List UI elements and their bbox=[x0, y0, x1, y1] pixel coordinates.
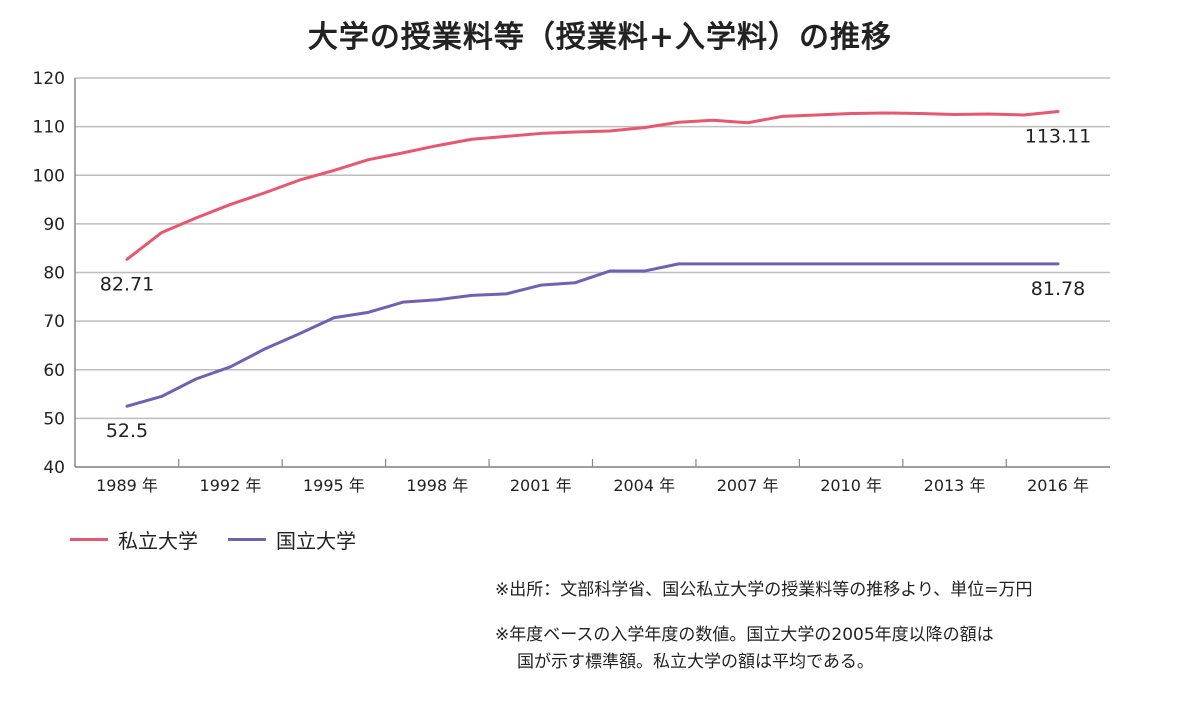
x-tick-label: 2010 年 bbox=[820, 476, 882, 495]
y-tick-label: 50 bbox=[43, 409, 65, 429]
y-tick-label: 60 bbox=[43, 361, 65, 381]
legend-swatch-national bbox=[228, 538, 266, 541]
axes bbox=[74, 78, 1110, 468]
x-tick-label: 2013 年 bbox=[924, 476, 986, 495]
y-tick-label: 80 bbox=[43, 264, 65, 284]
x-tick-label: 2001 年 bbox=[510, 476, 572, 495]
data-label: 113.11 bbox=[1025, 126, 1091, 148]
chart-title: 大学の授業料等（授業料+入学料）の推移 bbox=[307, 20, 893, 55]
y-tick-labels: 40 50 60 70 80 90 100 110 120 bbox=[33, 69, 65, 478]
legend-item-private: 私立大学 bbox=[70, 525, 198, 554]
method-note: ※年度ベースの入学年度の数値。国立大学の2005年度以降の額は bbox=[495, 625, 994, 645]
x-tick-label: 2004 年 bbox=[613, 476, 675, 495]
x-tick-label: 1989 年 bbox=[96, 476, 158, 495]
series-line-national bbox=[125, 262, 1060, 408]
series-lines bbox=[125, 110, 1060, 408]
y-tick-label: 100 bbox=[33, 166, 65, 186]
x-tick-label: 2016 年 bbox=[1027, 476, 1089, 495]
source-note: ※出所：文部科学省、国公私立大学の授業料等の推移より、単位=万円 bbox=[495, 580, 1033, 600]
y-tick-label: 40 bbox=[43, 458, 65, 478]
method-note-cont: 国が示す標準額。私立大学の額は平均である。 bbox=[517, 652, 874, 672]
legend-item-national: 国立大学 bbox=[228, 525, 356, 554]
data-label: 82.71 bbox=[100, 273, 154, 295]
y-tick-label: 120 bbox=[33, 69, 65, 89]
series-line-private bbox=[125, 110, 1060, 261]
x-tick-label: 2007 年 bbox=[717, 476, 779, 495]
y-tick-label: 90 bbox=[43, 215, 65, 235]
grid-lines bbox=[75, 77, 1110, 468]
legend-label-private: 私立大学 bbox=[118, 529, 198, 553]
y-tick-label: 70 bbox=[43, 312, 65, 332]
legend-swatch-private bbox=[70, 538, 108, 541]
data-label: 81.78 bbox=[1031, 278, 1085, 300]
x-tick-label: 1995 年 bbox=[303, 476, 365, 495]
x-tick-labels: 1989 年 1992 年 1995 年 1998 年 2001 年 2004 年 2007… bbox=[96, 476, 1089, 495]
x-tick-label: 1998 年 bbox=[406, 476, 468, 495]
value-annotations: 82.71 52.5 113.11 81.78 bbox=[100, 126, 1091, 443]
legend-label-national: 国立大学 bbox=[276, 529, 356, 553]
data-label: 52.5 bbox=[106, 420, 148, 442]
legend: 私立大学 国立大学 bbox=[70, 525, 386, 554]
x-tick-label: 1992 年 bbox=[200, 476, 262, 495]
y-tick-label: 110 bbox=[33, 118, 65, 138]
